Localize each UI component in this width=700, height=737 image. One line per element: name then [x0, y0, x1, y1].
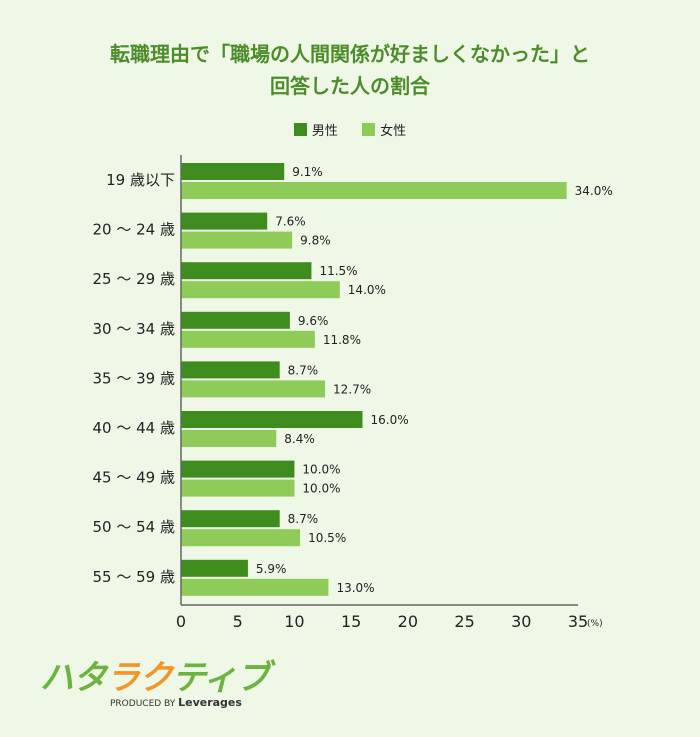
category-label: 40 ～ 44 歳	[93, 419, 175, 437]
data-label: 10.0%	[302, 482, 340, 496]
data-label: 8.7%	[288, 512, 319, 526]
bar-male	[181, 559, 248, 577]
bar-male	[181, 163, 285, 180]
data-label: 11.8%	[323, 333, 361, 347]
data-label: 10.5%	[308, 531, 346, 545]
bar-male	[181, 411, 363, 428]
bar-female	[181, 479, 295, 497]
data-label: 9.8%	[300, 234, 331, 248]
legend-swatch	[362, 123, 376, 136]
x-tick-label: 35	[568, 612, 588, 631]
x-unit-label: (%)	[587, 619, 603, 629]
category-label: 55 ～ 59 歳	[93, 568, 175, 586]
byline-text: PRODUCED BY	[110, 699, 176, 709]
data-label: 8.4%	[284, 432, 315, 446]
legend-item-female: 女性	[362, 120, 406, 139]
bar-female	[181, 182, 567, 199]
x-tick-label: 30	[511, 612, 531, 631]
bar-female	[181, 281, 340, 299]
data-label: 7.6%	[275, 215, 306, 229]
category-label: 50 ～ 54 歳	[93, 518, 175, 536]
x-tick-label: 10	[284, 612, 304, 631]
bar-female	[181, 380, 326, 398]
bar-male	[181, 361, 280, 379]
category-label: 20 ～ 24 歳	[93, 221, 175, 239]
logo-mark: ハタラクティブ	[40, 658, 270, 698]
data-label: 5.9%	[256, 562, 287, 576]
data-label: 12.7%	[333, 382, 371, 396]
legend: 男性 女性	[0, 120, 700, 140]
data-label: 9.6%	[298, 314, 329, 328]
legend-label: 女性	[380, 124, 407, 139]
bar-female	[181, 330, 315, 348]
category-label: 35 ～ 39 歳	[93, 369, 175, 387]
legend-label: 男性	[311, 124, 338, 139]
x-tick-label: 15	[341, 612, 361, 631]
bar-male	[181, 262, 312, 280]
data-label: 10.0%	[302, 463, 340, 477]
category-label: 45 ～ 49 歳	[93, 469, 175, 487]
category-label: 25 ～ 29 歳	[93, 270, 175, 288]
data-label: 11.5%	[319, 264, 357, 278]
chart-title: 転職理由で「職場の人間関係が好ましくなかった」と 回答した人の割合	[0, 38, 700, 102]
bar-male	[181, 460, 295, 478]
legend-swatch	[293, 123, 307, 136]
bar-male	[181, 311, 290, 329]
data-label: 14.0%	[348, 283, 386, 297]
bar-female	[181, 578, 329, 596]
bar-male	[181, 510, 280, 528]
bar-female	[181, 430, 277, 447]
data-label: 9.1%	[292, 165, 323, 179]
data-label: 13.0%	[336, 581, 374, 595]
data-label: 16.0%	[370, 413, 408, 427]
bar-male	[181, 212, 268, 230]
x-tick-label: 20	[398, 612, 418, 631]
data-label: 34.0%	[575, 184, 613, 198]
category-label: 19 歳以下	[106, 171, 175, 189]
logo-byline: PRODUCED BY Leverages	[110, 696, 269, 709]
brand-text: Leverages	[178, 696, 242, 709]
data-label: 8.7%	[288, 363, 319, 377]
title-line-2: 回答した人の割合	[270, 74, 430, 98]
logo: ハタラクティブ PRODUCED BY Leverages	[40, 658, 270, 709]
title-line-1: 転職理由で「職場の人間関係が好ましくなかった」と	[110, 42, 590, 66]
category-label: 30 ～ 34 歳	[93, 320, 175, 338]
x-tick-label: 5	[233, 612, 243, 631]
x-tick-label: 0	[176, 612, 186, 631]
legend-item-male: 男性	[293, 120, 338, 139]
x-tick-label: 25	[454, 612, 474, 631]
bar-female	[181, 529, 301, 547]
bar-female	[181, 231, 293, 249]
